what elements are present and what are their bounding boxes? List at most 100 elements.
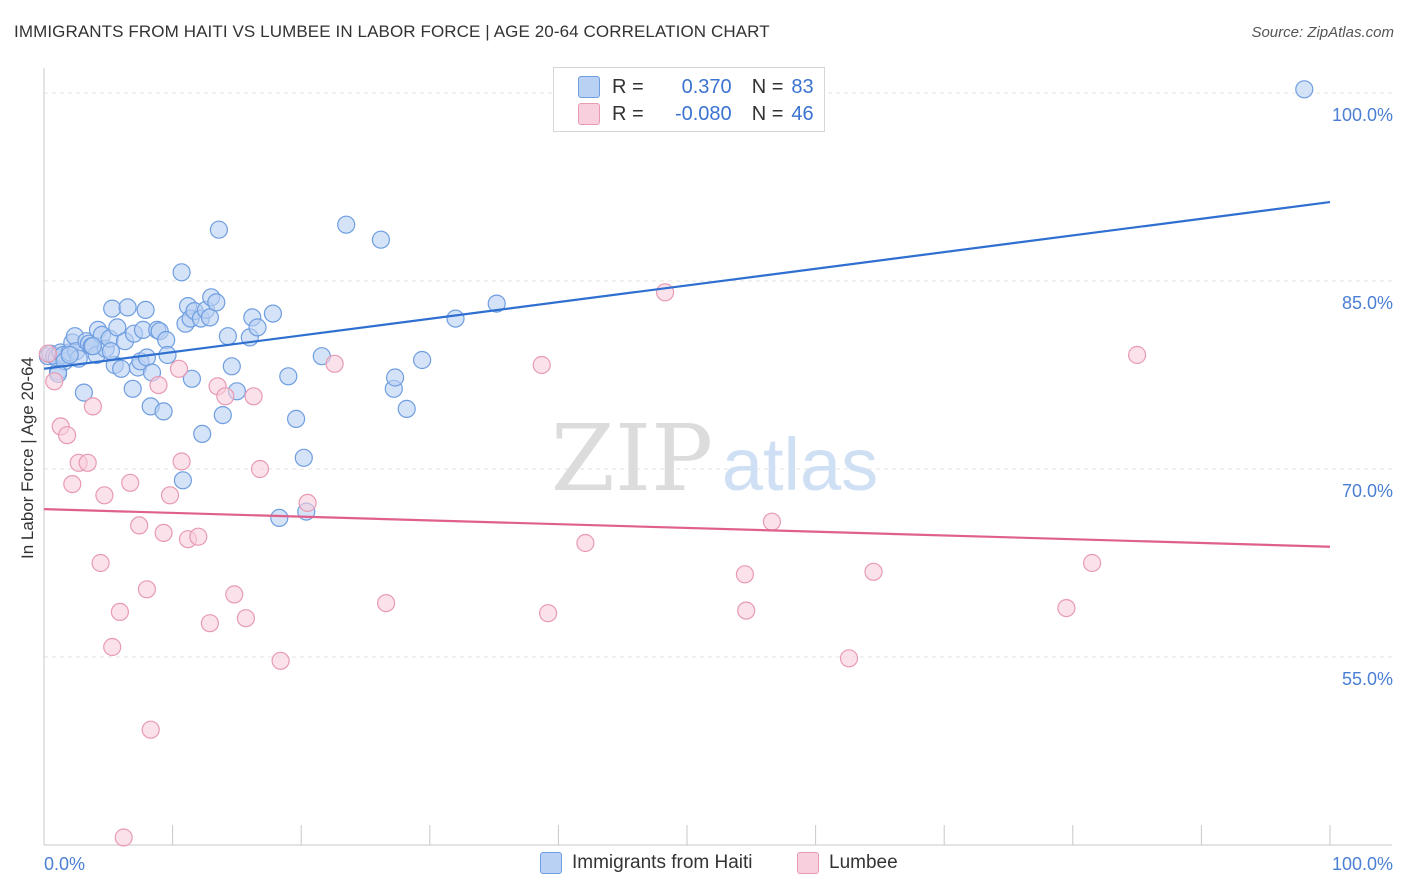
trend-lines	[43, 201, 1331, 548]
lumbee-point	[839, 649, 859, 668]
lumbee-point	[57, 426, 77, 445]
bottom-legend-swatch-haiti	[540, 852, 562, 874]
x-tick-label: 100.0%	[1332, 854, 1393, 874]
lumbee-point	[864, 562, 883, 581]
lumbee-point	[735, 565, 755, 584]
haiti-point	[157, 330, 176, 350]
lumbee-point	[576, 533, 595, 553]
legend-n-value: 83	[791, 75, 814, 98]
haiti-point	[154, 402, 173, 421]
haiti-point	[182, 369, 201, 388]
bottom-legend-lumbee: Lumbee	[797, 852, 898, 874]
haiti-point	[270, 508, 289, 528]
haiti-point	[101, 342, 121, 361]
haiti-point	[218, 327, 237, 346]
haiti-point	[123, 379, 142, 398]
lumbee-point	[236, 609, 255, 628]
haiti-point	[263, 304, 282, 323]
lumbee-point	[298, 493, 317, 512]
haiti-point	[200, 308, 219, 327]
lumbee-point	[762, 512, 782, 531]
haiti-point	[222, 357, 241, 376]
haiti-point	[158, 345, 177, 365]
lumbee-point	[78, 453, 97, 472]
lumbee-point	[1082, 553, 1102, 573]
lumbee-point	[95, 486, 114, 505]
y-tick-label: 70.0%	[1342, 481, 1393, 501]
watermark: ZIP atlas	[551, 405, 878, 512]
lumbee-point	[244, 387, 263, 406]
haiti-point	[112, 359, 131, 378]
haiti-point	[337, 215, 356, 234]
tick-labels: 55.0% 70.0% 85.0% 100.0% 0.0% 100.0%	[44, 105, 1393, 874]
lumbee-point	[45, 372, 64, 391]
haiti-point	[1295, 80, 1314, 99]
lumbee-point	[149, 376, 168, 395]
haiti-point	[74, 383, 94, 402]
bottom-legend-label-haiti: Immigrants from Haiti	[572, 852, 753, 873]
lumbee-point	[103, 637, 122, 657]
lumbee-point	[91, 553, 110, 573]
haiti-point	[83, 337, 103, 356]
y-tick-label: 55.0%	[1342, 669, 1393, 689]
lumbee-point	[655, 283, 675, 302]
haiti-point	[193, 424, 212, 443]
legend-n-value: 46	[791, 102, 814, 125]
haiti-point	[248, 318, 267, 337]
legend-n-label: N =	[751, 75, 784, 98]
x-tick-label: 0.0%	[44, 854, 85, 874]
legend-r-value: -0.080	[674, 102, 732, 125]
bottom-legend-haiti: Immigrants from Haiti	[540, 852, 753, 874]
haiti-point	[397, 399, 416, 418]
haiti-point	[279, 367, 298, 386]
legend-r-value: 0.370	[681, 75, 732, 98]
data-points	[38, 80, 1314, 847]
watermark-atlas: atlas	[722, 423, 878, 506]
haiti-trend-line	[43, 201, 1331, 370]
lumbee-point	[169, 359, 189, 378]
legend-swatch-haiti	[578, 76, 600, 98]
lumbee-point	[121, 473, 140, 492]
haiti-point	[446, 309, 465, 328]
lumbee-point	[38, 344, 58, 363]
lumbee-point	[141, 720, 160, 739]
legend-r-label: R =	[612, 102, 644, 125]
lumbee-point	[130, 516, 149, 535]
haiti-point	[172, 263, 191, 282]
haiti-point	[386, 368, 405, 387]
haiti-point	[287, 409, 306, 428]
y-tick-label: 85.0%	[1342, 293, 1393, 313]
lumbee-point	[216, 387, 235, 406]
legend-row-haiti: R = 0.370 N = 83	[578, 74, 814, 100]
lumbee-point	[189, 527, 208, 546]
legend-r-label: R =	[612, 75, 644, 98]
lumbee-trend-line	[43, 508, 1331, 548]
lumbee-point	[325, 354, 344, 373]
lumbee-point	[114, 828, 133, 847]
haiti-point	[118, 298, 137, 317]
lumbee-point	[63, 475, 82, 494]
haiti-point	[103, 299, 122, 318]
lumbee-point	[160, 486, 180, 505]
haiti-point	[294, 448, 313, 467]
haiti-point	[487, 294, 506, 313]
lumbee-point	[225, 585, 244, 604]
lumbee-point	[154, 523, 173, 543]
haiti-point	[60, 345, 79, 365]
lumbee-point	[137, 580, 156, 599]
haiti-point	[371, 230, 390, 249]
lumbee-point	[110, 602, 130, 622]
lumbee-point	[83, 397, 103, 416]
lumbee-point	[172, 452, 191, 471]
source-credit: Source: ZipAtlas.com	[1251, 24, 1394, 41]
lumbee-point	[1127, 345, 1147, 365]
lumbee-point	[737, 601, 756, 620]
lumbee-point	[1057, 598, 1076, 618]
chart-title: IMMIGRANTS FROM HAITI VS LUMBEE IN LABOR…	[14, 22, 770, 41]
lumbee-point	[250, 459, 270, 479]
gridlines	[44, 92, 1392, 658]
legend-row-lumbee: R = -0.080 N = 46	[578, 101, 814, 127]
lumbee-point	[538, 604, 558, 623]
legend-swatch-lumbee	[578, 103, 600, 125]
